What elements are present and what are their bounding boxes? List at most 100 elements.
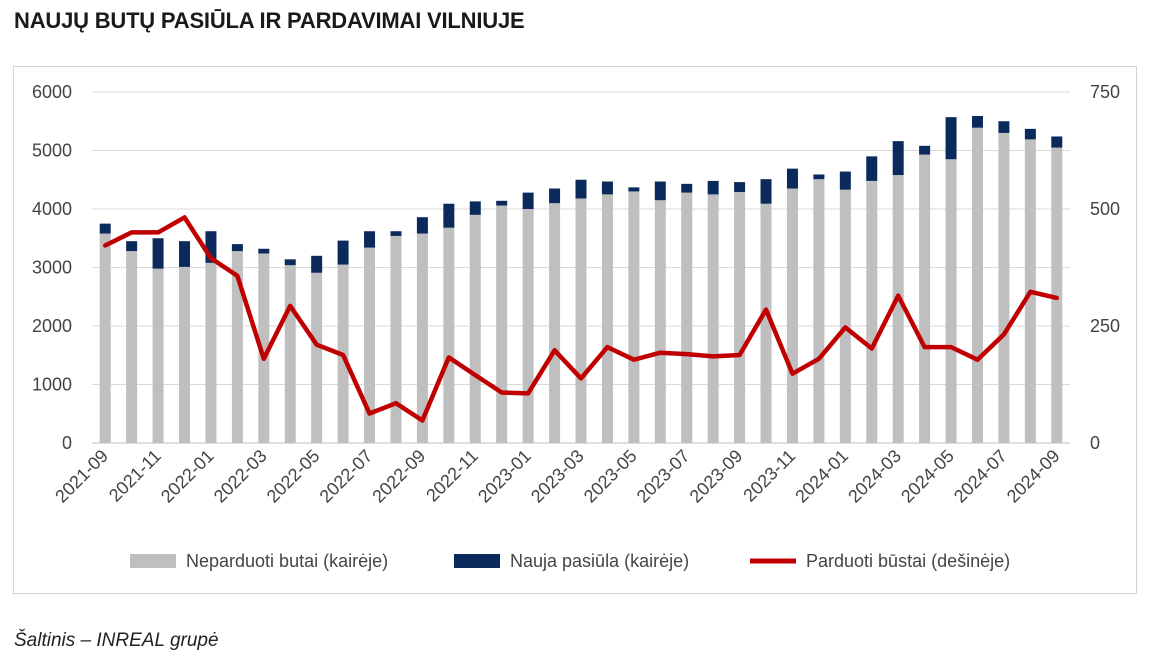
bar-unsold	[522, 209, 534, 443]
bar-unsold	[945, 159, 957, 443]
x-tick-label: 2024-01	[791, 446, 852, 507]
bar-unsold	[152, 268, 164, 443]
bar-new-supply	[496, 200, 508, 206]
bar-new-supply	[628, 187, 640, 192]
x-tick-label: 2022-01	[157, 446, 218, 507]
bar-unsold	[99, 233, 111, 443]
y-left-tick-label: 4000	[32, 199, 72, 219]
legend-label-sold: Parduoti būstai (dešinėje)	[806, 551, 1010, 571]
bar-unsold	[231, 251, 243, 443]
bar-unsold	[179, 266, 191, 443]
y-left-tick-label: 6000	[32, 82, 72, 102]
x-tick-label: 2024-07	[950, 446, 1011, 507]
x-tick-label: 2022-07	[316, 446, 377, 507]
bar-new-supply	[443, 203, 455, 228]
chart-title: NAUJŲ BUTŲ PASIŪLA IR PARDAVIMAI VILNIUJ…	[14, 8, 525, 33]
bar-unsold	[496, 205, 508, 443]
bar-new-supply	[654, 181, 666, 201]
source-note: Šaltinis – INREAL grupė	[14, 630, 219, 651]
bar-unsold	[707, 194, 719, 443]
x-tick-label: 2022-05	[263, 446, 324, 507]
y-left-tick-label: 3000	[32, 258, 72, 278]
bar-new-supply	[813, 174, 825, 180]
bar-unsold	[839, 189, 851, 443]
bar-new-supply	[760, 179, 772, 204]
bar-unsold	[786, 188, 798, 443]
y-right-tick-label: 250	[1090, 316, 1120, 336]
bar-unsold	[628, 191, 640, 443]
bar-unsold	[205, 262, 217, 443]
bar-unsold	[866, 180, 878, 444]
bar-unsold	[760, 203, 772, 443]
bar-new-supply	[205, 231, 217, 263]
y-left-tick-label: 2000	[32, 316, 72, 336]
bar-unsold	[998, 132, 1010, 443]
bar-unsold	[258, 253, 270, 443]
bar-new-supply	[601, 181, 613, 195]
bar-new-supply	[549, 188, 561, 204]
bar-unsold	[601, 194, 613, 443]
bar-new-supply	[998, 121, 1010, 133]
x-tick-label: 2024-05	[897, 446, 958, 507]
bar-new-supply	[866, 156, 878, 181]
x-tick-label: 2023-03	[527, 446, 588, 507]
bar-unsold	[1051, 147, 1063, 443]
bar-unsold	[364, 247, 376, 443]
bar-new-supply	[99, 223, 111, 234]
bar-unsold	[416, 233, 428, 443]
bar-unsold	[311, 272, 323, 443]
x-tick-label: 2023-01	[474, 446, 535, 507]
bar-new-supply	[707, 180, 719, 195]
bar-new-supply	[126, 241, 138, 252]
bar-new-supply	[786, 168, 798, 189]
bar-unsold	[681, 192, 693, 443]
bar-new-supply	[892, 141, 904, 176]
bar-unsold	[126, 251, 138, 443]
bar-unsold	[284, 265, 296, 443]
bar-new-supply	[258, 248, 270, 254]
x-tick-label: 2021-11	[105, 446, 165, 506]
bar-new-supply	[971, 115, 983, 128]
x-tick-label: 2024-03	[844, 446, 905, 507]
bar-new-supply	[390, 231, 402, 236]
chart-frame	[13, 66, 1137, 594]
bar-new-supply	[839, 171, 851, 190]
bar-new-supply	[945, 117, 957, 160]
bar-new-supply	[575, 179, 587, 199]
legend-label-new-supply: Nauja pasiūla (kairėje)	[510, 551, 689, 571]
bar-new-supply	[337, 240, 349, 265]
x-tick-label: 2022-11	[422, 446, 482, 506]
bar-unsold	[575, 198, 587, 443]
legend-swatch-new-supply	[454, 554, 500, 568]
bar-unsold	[654, 200, 666, 443]
bar-new-supply	[1024, 128, 1036, 140]
x-tick-label: 2024-09	[1003, 446, 1064, 507]
bar-new-supply	[681, 183, 693, 193]
legend-swatch-unsold	[130, 554, 176, 568]
y-right-tick-label: 500	[1090, 199, 1120, 219]
bar-unsold	[919, 154, 931, 443]
x-tick-label: 2023-05	[580, 446, 641, 507]
bar-new-supply	[179, 241, 191, 267]
y-right-tick-label: 750	[1090, 82, 1120, 102]
bar-new-supply	[284, 259, 296, 266]
bar-unsold	[390, 235, 402, 443]
y-left-tick-label: 1000	[32, 375, 72, 395]
legend-label-unsold: Neparduoti butai (kairėje)	[186, 551, 388, 571]
bar-unsold	[734, 192, 746, 443]
bar-unsold	[443, 227, 455, 443]
bar-new-supply	[734, 182, 746, 193]
bar-new-supply	[311, 255, 323, 273]
bar-unsold	[549, 203, 561, 443]
x-tick-label: 2022-09	[368, 446, 429, 507]
x-tick-label: 2021-09	[51, 446, 112, 507]
bar-unsold	[971, 127, 983, 443]
x-tick-label: 2023-11	[739, 446, 799, 506]
bar-new-supply	[231, 244, 243, 252]
bar-new-supply	[919, 145, 931, 155]
x-tick-label: 2023-07	[633, 446, 694, 507]
y-left-tick-label: 0	[62, 433, 72, 453]
x-tick-label: 2022-03	[210, 446, 271, 507]
bar-new-supply	[1051, 136, 1063, 148]
